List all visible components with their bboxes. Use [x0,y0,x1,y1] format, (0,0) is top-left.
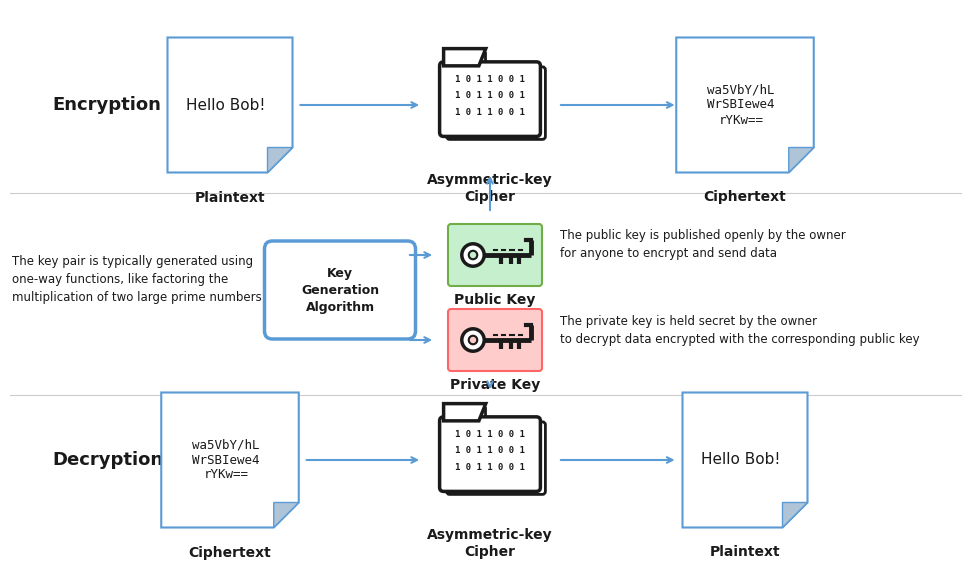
Text: Ciphertext: Ciphertext [704,190,787,204]
Text: The public key is published openly by the owner
for anyone to encrypt and send d: The public key is published openly by th… [560,230,846,260]
Text: wa5VbY/hL
WrSBIewe4
rYKw==: wa5VbY/hL WrSBIewe4 rYKw== [192,439,259,481]
Text: 1 0 1 1 0 0 1: 1 0 1 1 0 0 1 [455,74,525,84]
Polygon shape [450,53,485,70]
Polygon shape [444,404,486,421]
FancyBboxPatch shape [448,309,542,371]
Text: Hello Bob!: Hello Bob! [701,452,781,467]
Text: Encryption: Encryption [52,96,161,114]
Text: 1 0 1 1 0 0 1: 1 0 1 1 0 0 1 [455,91,525,100]
Text: wa5VbY/hL
WrSBIewe4
rYKw==: wa5VbY/hL WrSBIewe4 rYKw== [707,84,775,126]
Polygon shape [788,148,814,173]
Polygon shape [450,407,485,425]
Text: Plaintext: Plaintext [195,190,265,204]
FancyBboxPatch shape [440,62,541,136]
Text: Public Key: Public Key [454,293,536,307]
Text: Plaintext: Plaintext [710,545,781,560]
Polygon shape [161,392,299,527]
Text: 1 0 1 1 0 0 1: 1 0 1 1 0 0 1 [455,446,525,455]
Text: The key pair is typically generated using
one-way functions, like factoring the
: The key pair is typically generated usin… [12,256,262,305]
Circle shape [462,329,485,351]
FancyBboxPatch shape [447,422,546,494]
Circle shape [469,251,478,259]
Polygon shape [168,38,292,173]
Text: Ciphertext: Ciphertext [188,545,271,560]
Circle shape [469,336,478,344]
Text: 1 0 1 1 0 0 1: 1 0 1 1 0 0 1 [455,430,525,439]
FancyBboxPatch shape [448,224,542,286]
Polygon shape [676,38,814,173]
Text: Asymmetric-key
Cipher: Asymmetric-key Cipher [427,528,552,559]
Text: Key
Generation
Algorithm: Key Generation Algorithm [301,267,379,313]
Text: Decryption: Decryption [52,451,163,469]
Polygon shape [683,392,808,527]
FancyBboxPatch shape [447,67,546,140]
Polygon shape [267,148,292,173]
Polygon shape [783,503,808,527]
Text: Private Key: Private Key [450,378,540,392]
Text: Hello Bob!: Hello Bob! [186,98,265,113]
Polygon shape [274,503,299,527]
Text: Asymmetric-key
Cipher: Asymmetric-key Cipher [427,173,552,204]
Text: The private key is held secret by the owner
to decrypt data encrypted with the c: The private key is held secret by the ow… [560,314,920,346]
Circle shape [462,244,485,266]
Polygon shape [444,48,486,66]
FancyBboxPatch shape [440,417,541,492]
FancyBboxPatch shape [264,241,416,339]
Text: 1 0 1 1 0 0 1: 1 0 1 1 0 0 1 [455,108,525,117]
Text: 1 0 1 1 0 0 1: 1 0 1 1 0 0 1 [455,463,525,472]
